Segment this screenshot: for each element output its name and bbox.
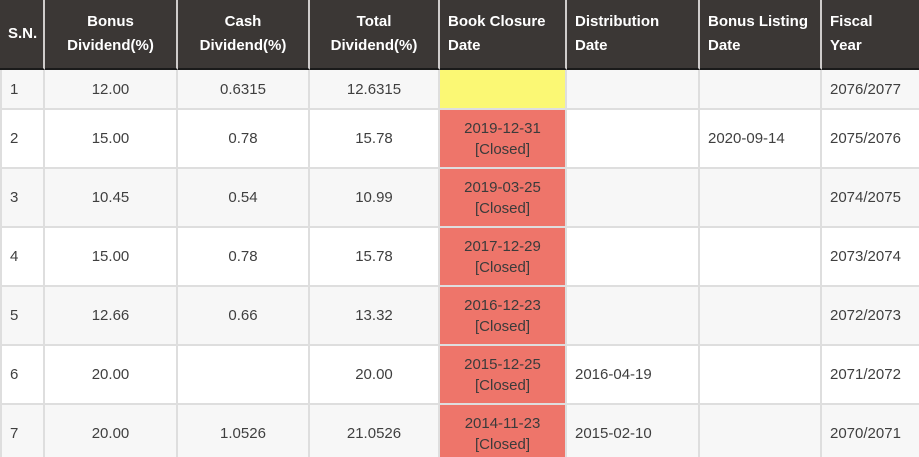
table-header: S.N. Bonus Dividend(%) Cash Dividend(%) … xyxy=(0,0,919,70)
book-closure-status-text: [Closed] xyxy=(474,258,531,276)
cell-book-closure-date-closed: 2014-11-23 [Closed] xyxy=(440,405,567,457)
cell-distribution-date xyxy=(567,228,700,287)
cell-cash-dividend: 0.6315 xyxy=(178,70,310,110)
cell-total-dividend: 12.6315 xyxy=(310,70,440,110)
cell-fiscal-year: 2073/2074 xyxy=(822,228,919,287)
cell-total-dividend: 13.32 xyxy=(310,287,440,346)
cell-bonus-dividend: 15.00 xyxy=(45,228,178,287)
book-closure-date-text: 2017-12-29 xyxy=(464,237,541,255)
column-header-sn: S.N. xyxy=(0,0,45,70)
table-body: 1 12.00 0.6315 12.6315 2076/2077 2 15.00… xyxy=(0,70,919,457)
cell-bonus-listing-date xyxy=(700,346,822,405)
column-header-distribution-date: Distribution Date xyxy=(567,0,700,70)
cell-sn: 3 xyxy=(0,169,45,228)
book-closure-status-text: [Closed] xyxy=(474,140,531,158)
cell-book-closure-date-closed: 2019-03-25 [Closed] xyxy=(440,169,567,228)
column-header-total-dividend: Total Dividend(%) xyxy=(310,0,440,70)
cell-bonus-dividend: 12.00 xyxy=(45,70,178,110)
table-row: 4 15.00 0.78 15.78 2017-12-29 [Closed] 20… xyxy=(0,228,919,287)
table-row: 1 12.00 0.6315 12.6315 2076/2077 xyxy=(0,70,919,110)
cell-bonus-listing-date xyxy=(700,70,822,110)
cell-bonus-dividend: 12.66 xyxy=(45,287,178,346)
cell-cash-dividend xyxy=(178,346,310,405)
cell-sn: 1 xyxy=(0,70,45,110)
cell-distribution-date xyxy=(567,70,700,110)
table-row: 3 10.45 0.54 10.99 2019-03-25 [Closed] 20… xyxy=(0,169,919,228)
cell-bonus-listing-date xyxy=(700,228,822,287)
cell-bonus-listing-date xyxy=(700,287,822,346)
cell-cash-dividend: 0.78 xyxy=(178,228,310,287)
column-header-bonus-dividend: Bonus Dividend(%) xyxy=(45,0,178,70)
table-row: 7 20.00 1.0526 21.0526 2014-11-23 [Closed… xyxy=(0,405,919,457)
cell-bonus-dividend: 15.00 xyxy=(45,110,178,169)
book-closure-date-text: 2014-11-23 xyxy=(464,414,541,432)
cell-bonus-listing-date xyxy=(700,405,822,457)
cell-distribution-date xyxy=(567,110,700,169)
cell-book-closure-date-closed: 2015-12-25 [Closed] xyxy=(440,346,567,405)
cell-distribution-date: 2015-02-10 xyxy=(567,405,700,457)
book-closure-status-text: [Closed] xyxy=(474,199,531,217)
cell-cash-dividend: 1.0526 xyxy=(178,405,310,457)
cell-bonus-dividend: 20.00 xyxy=(45,405,178,457)
column-header-fiscal-year: Fiscal Year xyxy=(822,0,919,70)
book-closure-date-text: 2016-12-23 xyxy=(464,296,541,314)
cell-total-dividend: 15.78 xyxy=(310,110,440,169)
book-closure-status-text: [Closed] xyxy=(474,376,531,394)
cell-total-dividend: 21.0526 xyxy=(310,405,440,457)
cell-sn: 4 xyxy=(0,228,45,287)
cell-bonus-dividend: 10.45 xyxy=(45,169,178,228)
cell-distribution-date xyxy=(567,287,700,346)
cell-bonus-dividend: 20.00 xyxy=(45,346,178,405)
book-closure-date-text: 2019-12-31 xyxy=(464,119,541,137)
book-closure-status-text: [Closed] xyxy=(474,317,531,335)
cell-fiscal-year: 2075/2076 xyxy=(822,110,919,169)
book-closure-date-text: 2019-03-25 xyxy=(464,178,541,196)
cell-cash-dividend: 0.66 xyxy=(178,287,310,346)
cell-total-dividend: 20.00 xyxy=(310,346,440,405)
table-row: 5 12.66 0.66 13.32 2016-12-23 [Closed] 20… xyxy=(0,287,919,346)
cell-cash-dividend: 0.78 xyxy=(178,110,310,169)
cell-distribution-date: 2016-04-19 xyxy=(567,346,700,405)
cell-book-closure-date-closed: 2016-12-23 [Closed] xyxy=(440,287,567,346)
cell-sn: 2 xyxy=(0,110,45,169)
table-row: 2 15.00 0.78 15.78 2019-12-31 [Closed] 20… xyxy=(0,110,919,169)
cell-book-closure-date-closed: 2019-12-31 [Closed] xyxy=(440,110,567,169)
column-header-bonus-listing-date: Bonus Listing Date xyxy=(700,0,822,70)
cell-bonus-listing-date xyxy=(700,169,822,228)
cell-total-dividend: 15.78 xyxy=(310,228,440,287)
cell-bonus-listing-date: 2020-09-14 xyxy=(700,110,822,169)
cell-fiscal-year: 2072/2073 xyxy=(822,287,919,346)
cell-book-closure-date-closed: 2017-12-29 [Closed] xyxy=(440,228,567,287)
cell-distribution-date xyxy=(567,169,700,228)
cell-fiscal-year: 2074/2075 xyxy=(822,169,919,228)
book-closure-date-text: 2015-12-25 xyxy=(464,355,541,373)
cell-fiscal-year: 2071/2072 xyxy=(822,346,919,405)
cell-sn: 6 xyxy=(0,346,45,405)
cell-sn: 5 xyxy=(0,287,45,346)
cell-cash-dividend: 0.54 xyxy=(178,169,310,228)
cell-total-dividend: 10.99 xyxy=(310,169,440,228)
cell-fiscal-year: 2076/2077 xyxy=(822,70,919,110)
column-header-book-closure-date: Book Closure Date xyxy=(440,0,567,70)
table-row: 6 20.00 20.00 2015-12-25 [Closed] 2016-04… xyxy=(0,346,919,405)
column-header-cash-dividend: Cash Dividend(%) xyxy=(178,0,310,70)
cell-fiscal-year: 2070/2071 xyxy=(822,405,919,457)
cell-book-closure-date-pending xyxy=(440,70,567,110)
book-closure-status-text: [Closed] xyxy=(474,435,531,453)
cell-sn: 7 xyxy=(0,405,45,457)
header-row: S.N. Bonus Dividend(%) Cash Dividend(%) … xyxy=(0,0,919,70)
